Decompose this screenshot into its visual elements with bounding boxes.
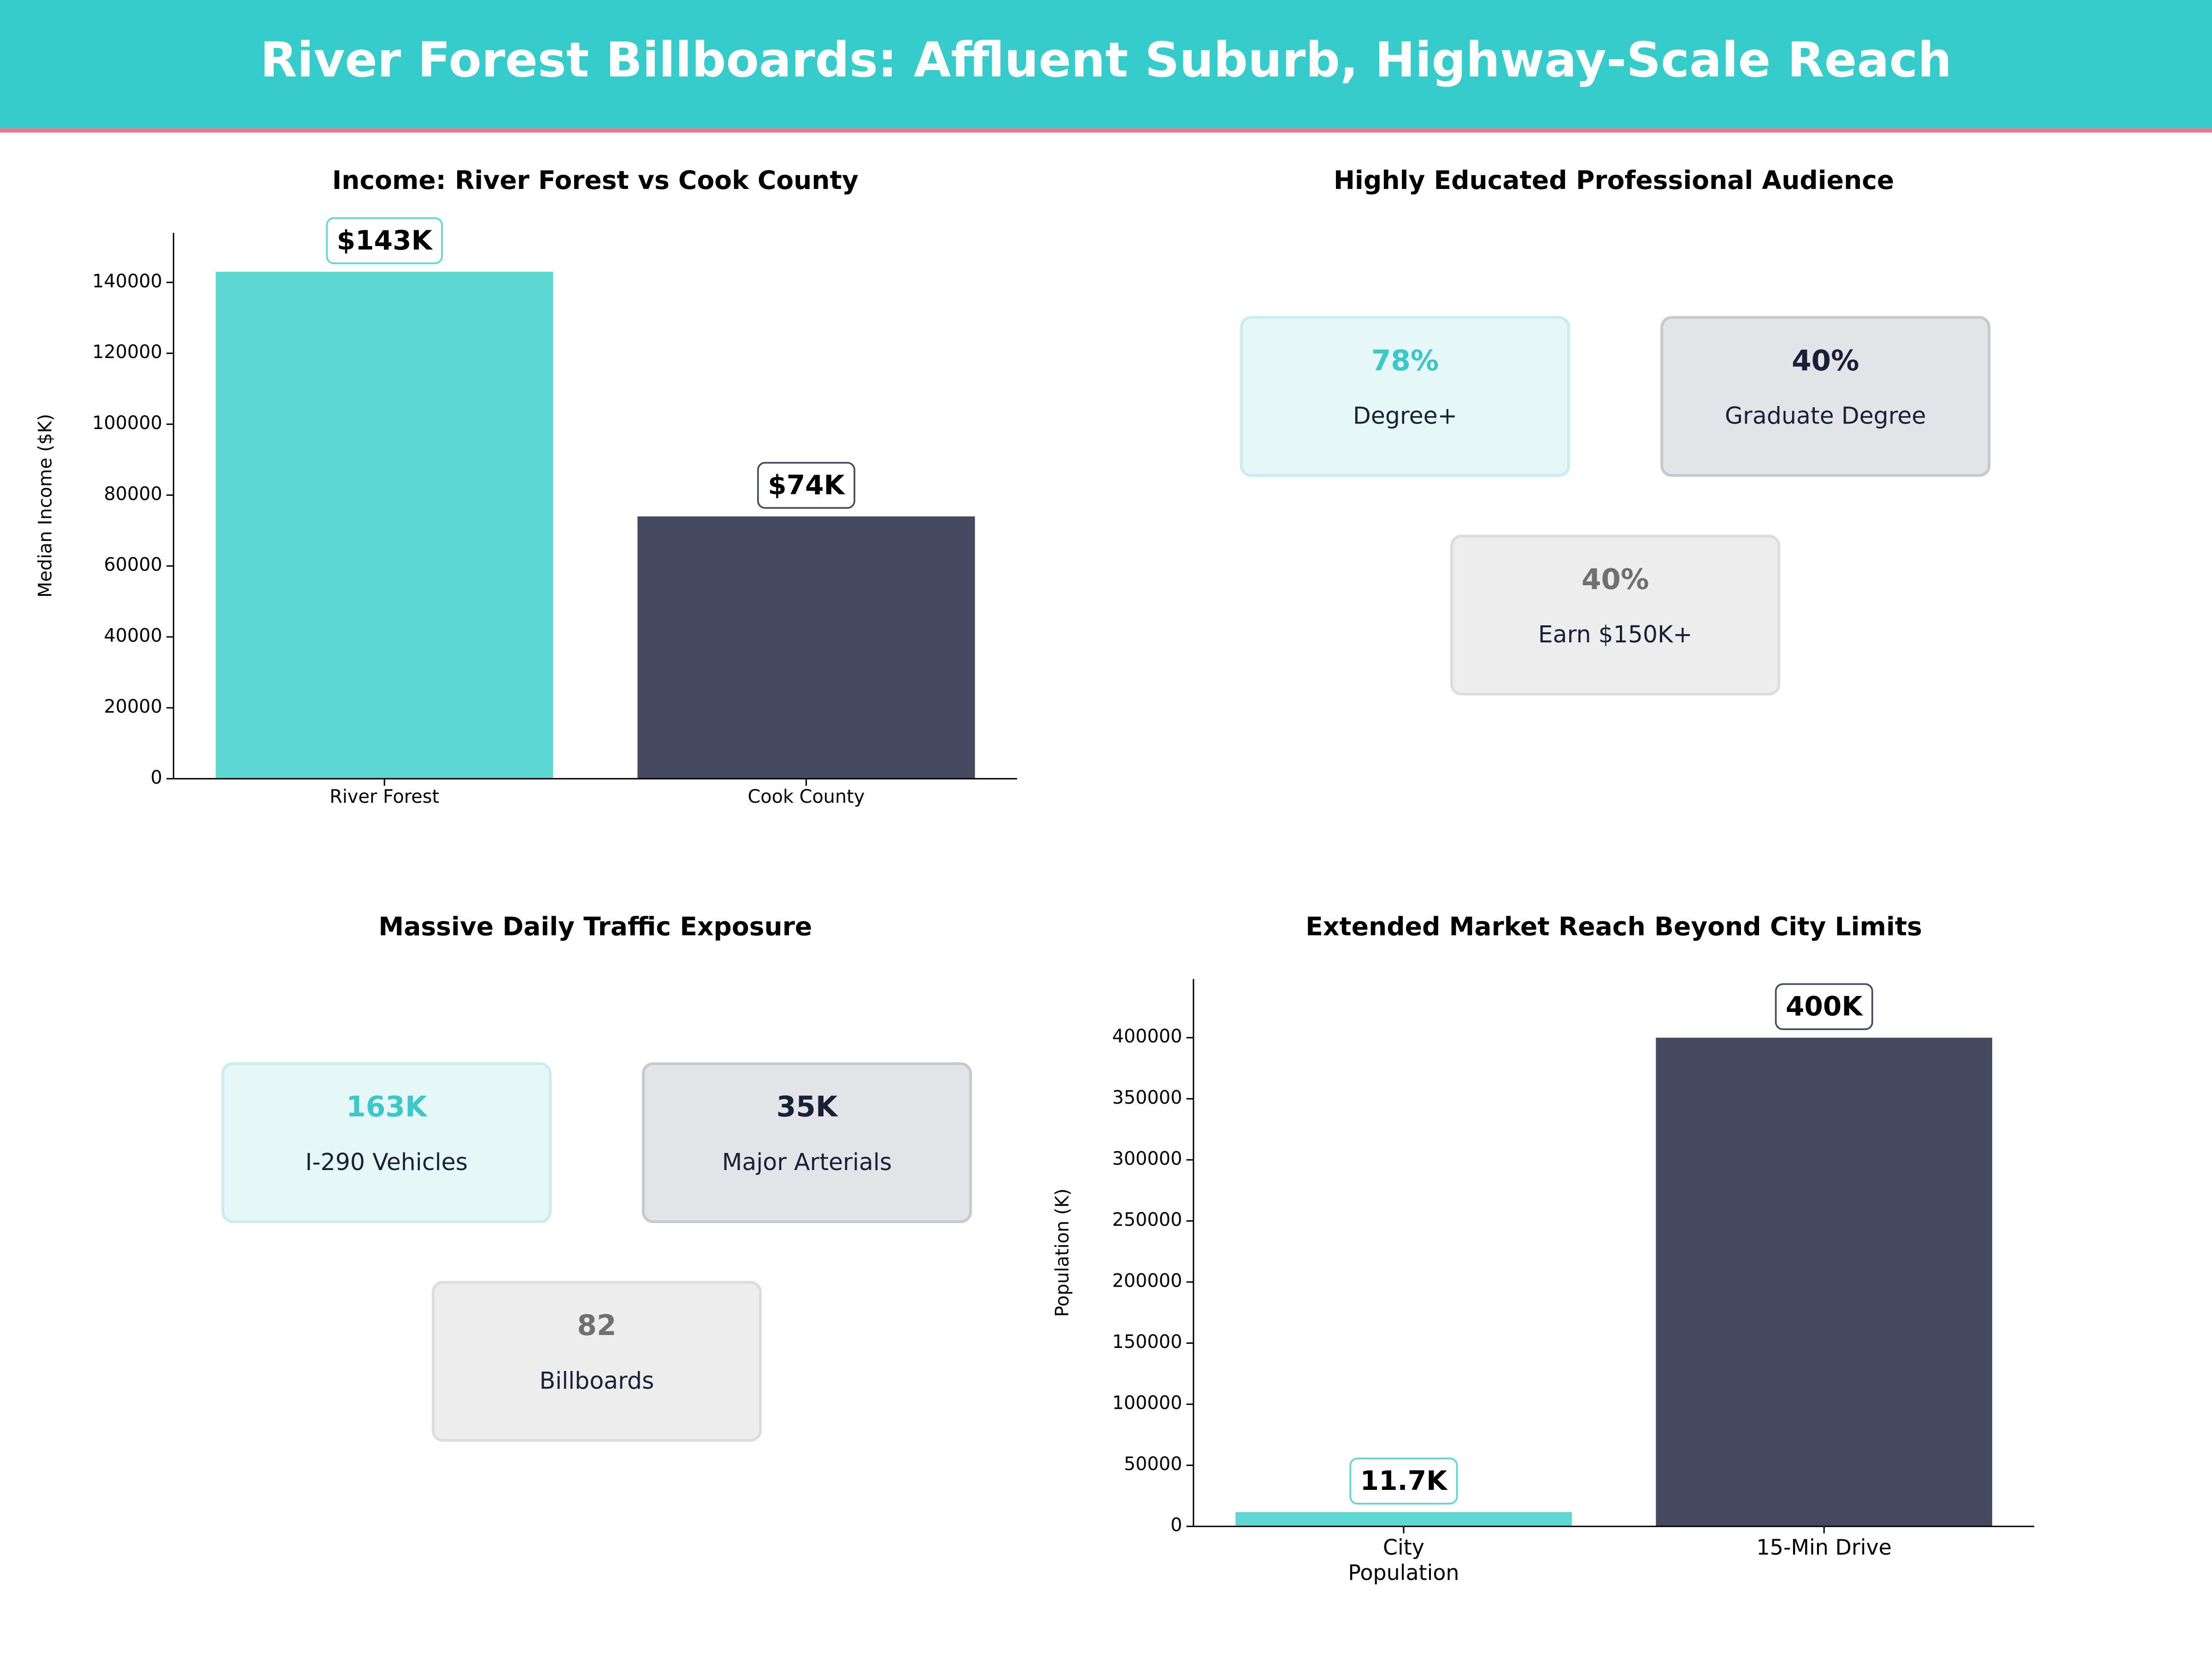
y-tick-label: 100000 bbox=[92, 412, 162, 434]
stat-label: Billboards bbox=[539, 1367, 654, 1394]
y-tick-label: 50000 bbox=[1124, 1453, 1182, 1475]
stat-value: 40% bbox=[1792, 344, 1859, 377]
stat-label: Major Arterials bbox=[722, 1148, 892, 1176]
y-axis-label: Population (K) bbox=[1052, 1188, 1073, 1317]
chart-title: Income: River Forest vs Cook County bbox=[332, 165, 859, 195]
stat-card bbox=[221, 1062, 552, 1224]
y-tick-label: 100000 bbox=[1112, 1393, 1182, 1414]
stat-card bbox=[641, 1062, 972, 1224]
y-tick-label: 300000 bbox=[1112, 1148, 1182, 1169]
y-tick-label: 250000 bbox=[1112, 1209, 1182, 1230]
stat-card bbox=[431, 1281, 762, 1442]
y-tick-label: 150000 bbox=[1112, 1331, 1182, 1353]
y-tick-label: 0 bbox=[1171, 1515, 1182, 1536]
y-tick-label: 350000 bbox=[1112, 1087, 1182, 1108]
panel-title: Massive Daily Traffic Exposure bbox=[378, 912, 812, 941]
y-tick-label: 200000 bbox=[1112, 1270, 1182, 1291]
value-label: 11.7K bbox=[1360, 1465, 1448, 1496]
x-tick-label: River Forest bbox=[329, 787, 440, 809]
y-tick-label: 20000 bbox=[104, 696, 162, 717]
x-tick-label-box: River Forest bbox=[329, 787, 440, 809]
stat-label: I-290 Vehicles bbox=[306, 1148, 468, 1176]
bar bbox=[637, 516, 975, 779]
header-bar bbox=[0, 0, 2212, 129]
stat-value: 40% bbox=[1582, 563, 1649, 596]
x-tick-label: 15-Min Drive bbox=[1756, 1535, 1892, 1560]
panel-title: Highly Educated Professional Audience bbox=[1334, 165, 1894, 195]
x-tick-label-box: 15-Min Drive bbox=[1756, 1535, 1892, 1560]
value-label-box bbox=[1349, 1458, 1458, 1505]
x-tick-label-box: Cook County bbox=[747, 787, 865, 809]
y-tick-label: 400000 bbox=[1112, 1026, 1182, 1047]
header-rule bbox=[0, 128, 2212, 133]
value-label: $74K bbox=[768, 469, 845, 500]
stat-label: Earn $150K+ bbox=[1538, 621, 1693, 648]
chart-title: Extended Market Reach Beyond City Limits bbox=[1306, 912, 1922, 941]
value-label-box bbox=[1775, 983, 1873, 1030]
bar bbox=[216, 271, 553, 779]
x-tick-label-box: City Population bbox=[1348, 1535, 1459, 1586]
stat-label: Graduate Degree bbox=[1725, 402, 1926, 429]
value-label-box bbox=[757, 462, 855, 509]
x-tick-label: Cook County bbox=[747, 787, 865, 809]
y-tick-label: 140000 bbox=[92, 271, 162, 292]
stat-value: 35K bbox=[777, 1091, 839, 1124]
value-label: $143K bbox=[337, 225, 433, 256]
bar bbox=[1656, 1037, 1993, 1527]
stat-label: Degree+ bbox=[1353, 402, 1457, 429]
stat-card bbox=[1450, 535, 1781, 696]
y-tick-label: 40000 bbox=[104, 625, 162, 647]
stat-value: 78% bbox=[1371, 344, 1439, 377]
y-axis-label: Median Income ($K) bbox=[35, 414, 56, 598]
bar bbox=[1235, 1512, 1572, 1527]
value-label: 400K bbox=[1786, 991, 1863, 1022]
x-tick-label: City Population bbox=[1348, 1535, 1459, 1586]
y-tick-label: 120000 bbox=[92, 341, 162, 363]
y-tick-label: 60000 bbox=[104, 554, 162, 576]
stat-value: 163K bbox=[346, 1091, 428, 1124]
y-tick-label: 80000 bbox=[104, 483, 162, 505]
value-label-box bbox=[326, 217, 443, 265]
page-title: River Forest Billboards: Affluent Suburb… bbox=[260, 32, 1952, 88]
y-tick-label: 0 bbox=[151, 767, 162, 788]
stat-card bbox=[1240, 316, 1571, 477]
stat-card bbox=[1660, 316, 1991, 477]
stat-value: 82 bbox=[577, 1309, 616, 1342]
